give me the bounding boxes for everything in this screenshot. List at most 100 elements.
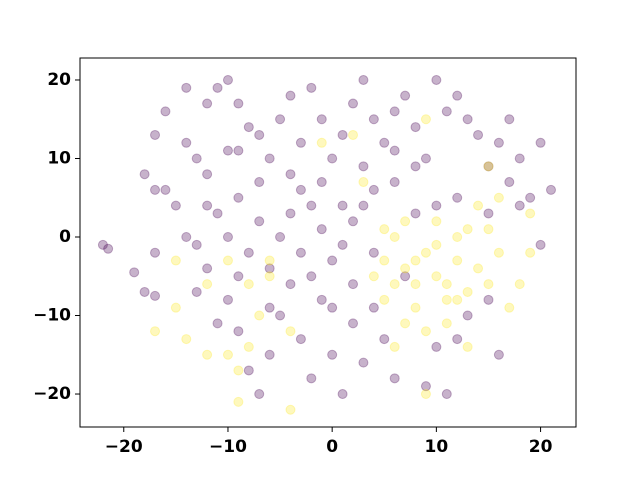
point (170, 255, 181, 266)
point (420, 247, 431, 258)
point (493, 349, 504, 360)
point (379, 137, 390, 148)
point (420, 389, 431, 400)
point (97, 239, 108, 250)
point (358, 161, 369, 172)
point (212, 318, 223, 329)
point (254, 216, 265, 227)
point (264, 349, 275, 360)
point (306, 200, 317, 211)
x-tick-label: 0 (326, 437, 338, 457)
point (368, 184, 379, 195)
point (264, 153, 275, 164)
point (285, 90, 296, 101)
point (504, 302, 515, 313)
point (441, 294, 452, 305)
point (441, 389, 452, 400)
point (379, 224, 390, 235)
point (358, 177, 369, 188)
point (483, 294, 494, 305)
point (170, 302, 181, 313)
point (400, 216, 411, 227)
point (452, 232, 463, 243)
point (264, 302, 275, 313)
point (254, 177, 265, 188)
y-tick-label: −20 (33, 384, 71, 404)
point (420, 114, 431, 125)
point (358, 74, 369, 85)
point (285, 169, 296, 180)
point (483, 161, 494, 172)
point (368, 247, 379, 258)
point (452, 255, 463, 266)
point (525, 208, 536, 219)
point (483, 161, 494, 172)
point (389, 279, 400, 290)
point (306, 373, 317, 384)
point (150, 326, 161, 337)
point (358, 200, 369, 211)
point (150, 129, 161, 140)
x-tick-label: 10 (425, 437, 449, 457)
point (452, 294, 463, 305)
point (410, 302, 421, 313)
point (462, 114, 473, 125)
point (420, 381, 431, 392)
point (452, 334, 463, 345)
point (139, 169, 150, 180)
point (410, 122, 421, 133)
point (462, 310, 473, 321)
point (243, 279, 254, 290)
point (441, 279, 452, 290)
point (233, 326, 244, 337)
point (368, 271, 379, 282)
point (295, 247, 306, 258)
point (535, 137, 546, 148)
point (348, 98, 359, 109)
point (316, 294, 327, 305)
point (327, 302, 338, 313)
point (514, 200, 525, 211)
point (337, 389, 348, 400)
point (389, 232, 400, 243)
point (431, 216, 442, 227)
point (243, 122, 254, 133)
point (514, 153, 525, 164)
point (243, 365, 254, 376)
point (358, 357, 369, 368)
point (129, 267, 140, 278)
point (348, 216, 359, 227)
point (233, 271, 244, 282)
point (473, 200, 484, 211)
point (222, 294, 233, 305)
point (504, 177, 515, 188)
point (316, 177, 327, 188)
point (504, 114, 515, 125)
point (295, 184, 306, 195)
point (202, 98, 213, 109)
point (222, 145, 233, 156)
point (327, 153, 338, 164)
point (306, 271, 317, 282)
point (400, 318, 411, 329)
point (441, 106, 452, 117)
point (306, 82, 317, 93)
x-tick-label: −20 (105, 437, 143, 457)
point (212, 82, 223, 93)
point (452, 90, 463, 101)
point (525, 192, 536, 203)
point (160, 106, 171, 117)
point (462, 341, 473, 352)
point (348, 279, 359, 290)
point (400, 90, 411, 101)
point (420, 326, 431, 337)
point (368, 302, 379, 313)
point (222, 349, 233, 360)
point (202, 169, 213, 180)
point (150, 184, 161, 195)
point (327, 349, 338, 360)
point (348, 129, 359, 140)
plot-frame (79, 57, 577, 428)
point (410, 255, 421, 266)
point (316, 137, 327, 148)
